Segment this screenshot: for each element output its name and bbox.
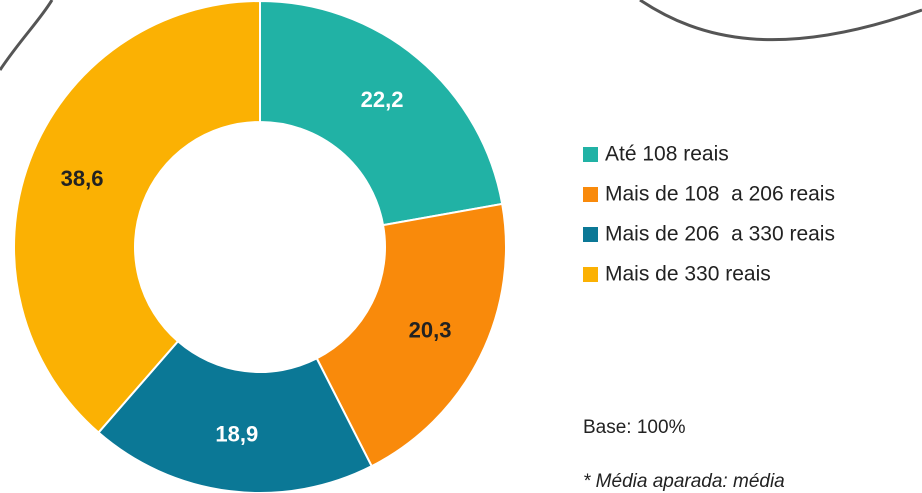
- value-label: 22,2: [361, 87, 404, 112]
- legend-swatch: [583, 147, 598, 162]
- value-label: 38,6: [61, 166, 104, 191]
- donut-slice: [13, 0, 261, 434]
- donut-slice: [97, 339, 374, 493]
- legend-label: Mais de 330 reais: [605, 263, 771, 286]
- donut-slice: [259, 0, 504, 227]
- footnote: * Média aparada: média: [583, 471, 785, 492]
- legend-label: Até 108 reais: [605, 143, 729, 166]
- legend-label: Mais de 206 a 330 reais: [605, 223, 835, 246]
- legend-swatch: [583, 267, 598, 282]
- decor-curve: [0, 0, 54, 71]
- base-note: Base: 100%: [583, 417, 686, 438]
- value-label: 18,9: [215, 421, 258, 446]
- legend-swatch: [583, 187, 598, 202]
- legend-swatch: [583, 227, 598, 242]
- legend-label: Mais de 108 a 206 reais: [605, 183, 835, 206]
- donut-slice: [315, 202, 507, 468]
- decor-curve: [639, 0, 922, 42]
- value-label: 20,3: [409, 317, 452, 342]
